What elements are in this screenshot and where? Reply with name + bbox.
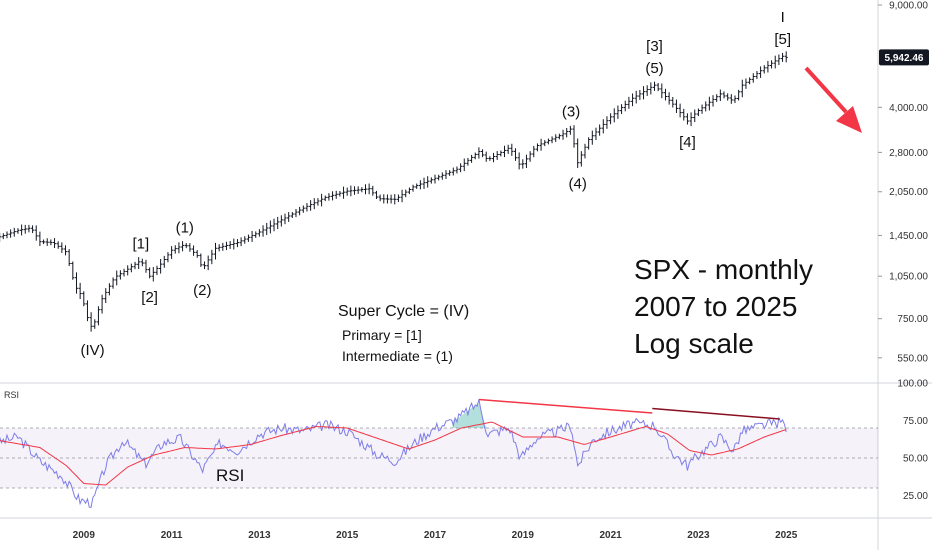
wave-label: I <box>781 9 785 26</box>
rsi-lines <box>0 398 787 508</box>
wave-label: (4) <box>569 176 587 193</box>
rsi-panel-label[interactable]: RSI <box>4 390 19 400</box>
time-tick-label: 2017 <box>424 530 447 541</box>
last-price-label: 5,942.46 <box>885 53 924 64</box>
price-ohlc-series <box>0 51 788 332</box>
time-tick-label: 2021 <box>599 530 622 541</box>
wave-label: (2) <box>193 282 211 299</box>
legend-super-cycle: Super Cycle = (IV) <box>338 303 469 320</box>
time-tick-label: 2009 <box>73 530 96 541</box>
rsi-band <box>0 427 878 489</box>
chart-title: SPX - monthly <box>634 254 813 285</box>
rsi-ma-line <box>0 421 787 486</box>
wave-label: (1) <box>176 219 194 236</box>
time-tick-label: 2023 <box>687 530 710 541</box>
rsi-tick-label: 50.00 <box>903 454 928 465</box>
rsi-divergence-line <box>652 407 780 420</box>
time-tick-label: 2013 <box>248 530 271 541</box>
wave-label: [2] <box>141 289 158 306</box>
legend-intermediate: Intermediate = (1) <box>342 348 453 364</box>
wave-label: (IV) <box>80 342 104 359</box>
wave-label: (3) <box>562 104 580 121</box>
wave-label: [4] <box>679 134 696 151</box>
legend-primary: Primary = [1] <box>342 327 422 343</box>
wave-label: [5] <box>774 31 791 48</box>
chart-title-block: SPX - monthly 2007 to 2025 Log scale <box>634 254 813 359</box>
rsi-divergence-line <box>478 398 653 414</box>
time-tick-label: 2019 <box>512 530 535 541</box>
time-tick-label: 2015 <box>336 530 359 541</box>
time-tick-label: 2025 <box>775 530 798 541</box>
time-tick-label: 2011 <box>161 530 183 541</box>
last-price-tag: 5,942.46 <box>879 49 929 66</box>
chart-subtitle-scale: Log scale <box>634 328 754 359</box>
rsi-annotation: RSI <box>216 466 244 485</box>
elliott-wave-labels: (IV) [1] [2] (1) (2) (3) (4) [3] (5) [4] I [5] <box>80 9 791 359</box>
rsi-line <box>0 399 787 508</box>
rsi-tick-label: 75.00 <box>903 416 928 427</box>
rsi-axis-ticks[interactable]: 100.00 75.00 50.00 25.00 <box>897 379 928 503</box>
chart-subtitle-range: 2007 to 2025 <box>634 291 798 322</box>
wave-label: [3] <box>646 38 663 55</box>
price-tick-label: 1,450.00 <box>889 231 928 242</box>
wave-label: (5) <box>645 60 663 77</box>
price-tick-label: 550.00 <box>897 353 928 364</box>
time-axis[interactable]: 2009 2011 2013 2015 2017 2019 2021 2023 2025 <box>73 530 798 541</box>
price-tick-label: 1,050.00 <box>889 272 928 283</box>
wave-label: [1] <box>133 235 150 252</box>
price-tick-label: 9,000.00 <box>889 1 928 12</box>
price-tick-label: 2,800.00 <box>889 148 928 159</box>
wave-legend: Super Cycle = (IV) Primary = [1] Interme… <box>338 303 469 364</box>
rsi-tick-label: 100.00 <box>897 379 928 390</box>
price-tick-label: 750.00 <box>897 314 928 325</box>
rsi-tick-label: 25.00 <box>903 491 928 502</box>
down-arrow-icon <box>804 66 862 133</box>
price-tick-label: 4,000.00 <box>889 103 928 114</box>
price-tick-label: 2,050.00 <box>889 187 928 198</box>
price-axis-ticks[interactable]: 9,000.00 4,000.00 2,800.00 2,050.00 1,450.00… <box>878 1 928 365</box>
